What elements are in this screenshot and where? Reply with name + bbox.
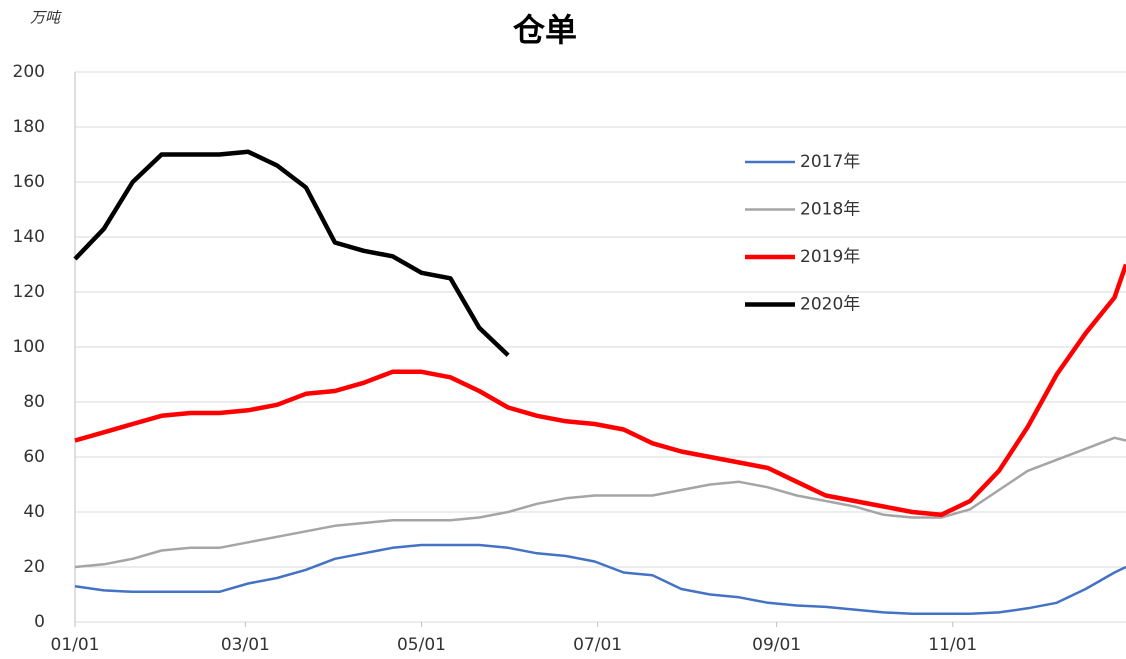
x-tick-label: 11/01 [928,635,977,655]
y-tick-label: 100 [13,337,45,357]
y-tick-label: 0 [34,612,45,632]
x-tick-label: 01/01 [51,635,100,655]
series-line [74,263,1126,518]
y-tick-label: 160 [13,172,45,192]
chart-title: 仓单 [513,11,577,49]
series-line [74,436,1126,569]
y-tick-label: 40 [23,502,45,522]
x-tick-label: 05/01 [397,635,446,655]
series-line [74,543,1126,616]
y-tick-label: 20 [23,557,45,577]
y-tick-label: 120 [13,282,45,302]
legend-label: 2019年 [800,247,860,267]
legend-label: 2017年 [800,152,860,172]
x-tick-label: 07/01 [573,635,622,655]
unit-label: 万吨 [30,9,62,27]
x-tick-label: 03/01 [221,635,270,655]
legend-label: 2020年 [800,295,860,315]
series-line [73,149,510,357]
y-tick-label: 180 [13,117,45,137]
y-tick-label: 80 [23,392,45,412]
x-tick-label: 09/01 [752,635,801,655]
y-tick-label: 200 [13,62,45,82]
legend-label: 2018年 [800,200,860,220]
y-tick-label: 140 [13,227,45,247]
y-tick-label: 60 [23,447,45,467]
